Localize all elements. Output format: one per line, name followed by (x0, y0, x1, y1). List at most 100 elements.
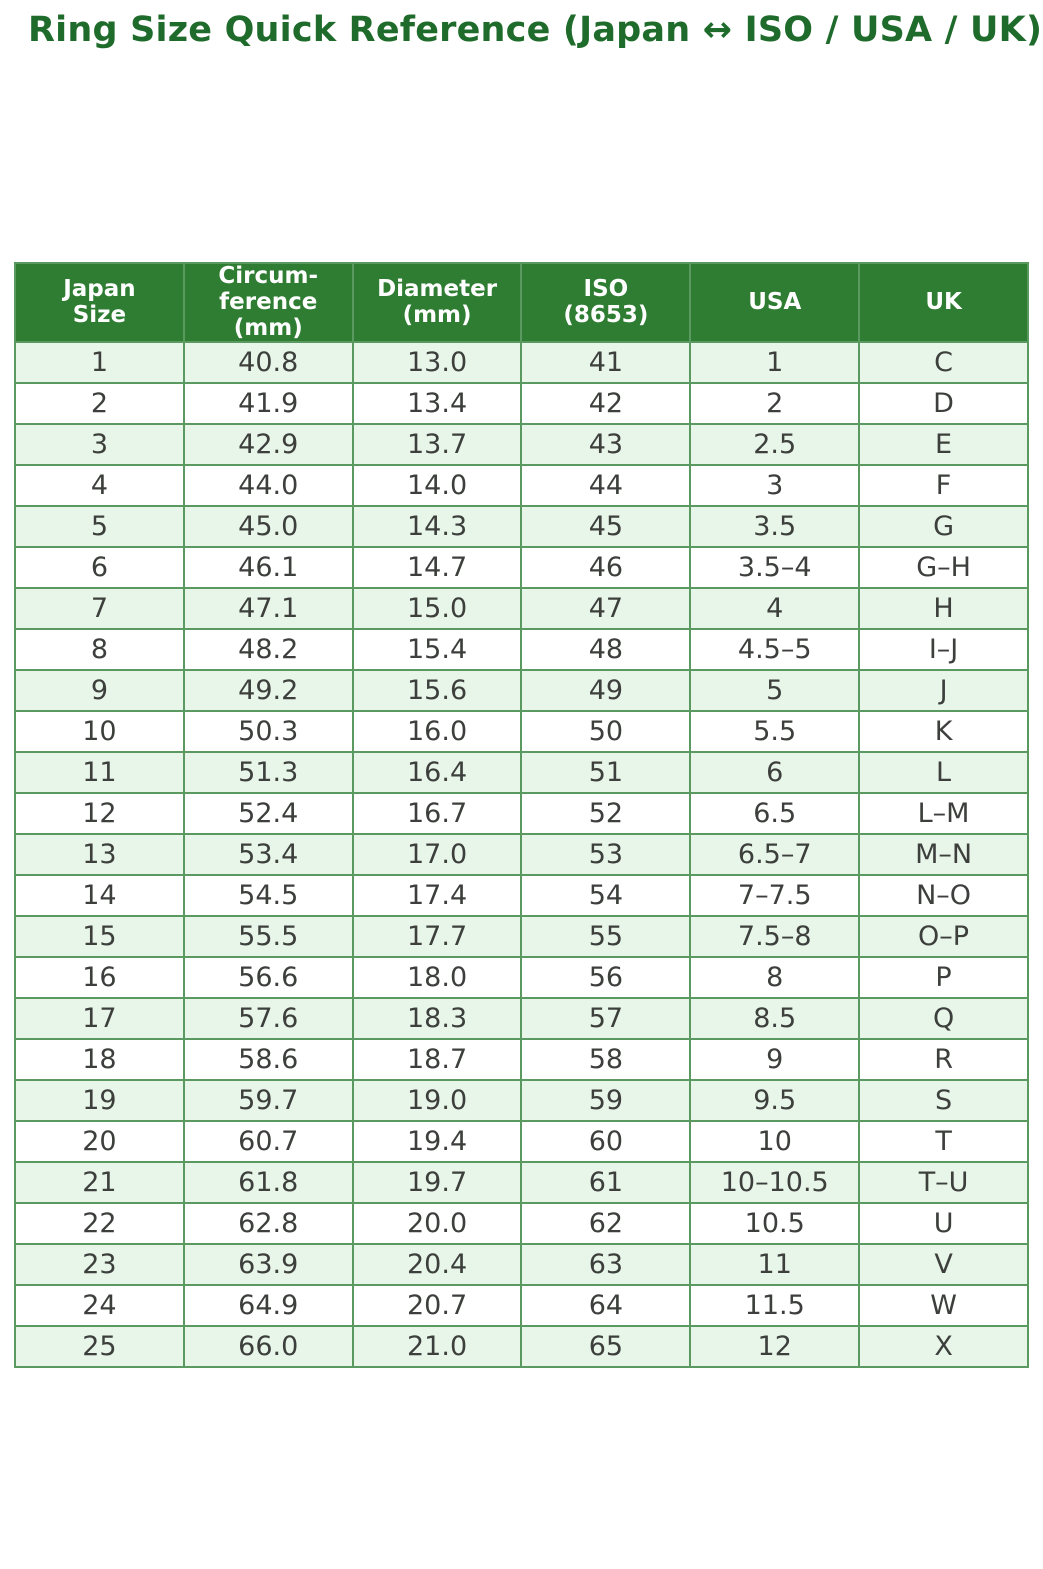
table-row: 16 56.6 18.0 56 8 P (14, 956, 1029, 1000)
cell: 58 (520, 1038, 692, 1082)
cell: 11 (14, 751, 185, 795)
cell: G–H (858, 546, 1029, 590)
cell: 46.1 (182, 546, 354, 590)
cell: 3.5 (689, 505, 861, 549)
cell: 40.8 (182, 341, 354, 385)
cell: 8 (689, 956, 861, 1000)
cell: 63.9 (182, 1243, 354, 1287)
column-header-2: Diameter (mm) (351, 261, 523, 344)
cell: C (858, 341, 1029, 385)
cell: 63 (520, 1243, 692, 1287)
cell: 14.3 (351, 505, 523, 549)
cell: T–U (858, 1161, 1029, 1205)
cell: 16.4 (351, 751, 523, 795)
table-row: 14 54.5 17.4 54 7–7.5 N–O (14, 874, 1029, 918)
cell: T (858, 1120, 1029, 1164)
table-row: 7 47.1 15.0 47 4 H (14, 587, 1029, 631)
cell: 2 (14, 382, 185, 426)
cell: 23 (14, 1243, 185, 1287)
cell: 6 (689, 751, 861, 795)
cell: 49 (520, 669, 692, 713)
cell: 54.5 (182, 874, 354, 918)
cell: 6.5–7 (689, 833, 861, 877)
cell: 44.0 (182, 464, 354, 508)
cell: O–P (858, 915, 1029, 959)
cell: E (858, 423, 1029, 467)
page-title: Ring Size Quick Reference (Japan ↔ ISO /… (28, 10, 1043, 50)
cell: 5 (14, 505, 185, 549)
cell: X (858, 1325, 1029, 1369)
table-row: 18 58.6 18.7 58 9 R (14, 1038, 1029, 1082)
cell: 21 (14, 1161, 185, 1205)
cell: L (858, 751, 1029, 795)
table-row: 12 52.4 16.7 52 6.5 L–M (14, 792, 1029, 836)
table-row: 3 42.9 13.7 43 2.5 E (14, 423, 1029, 467)
cell: 7 (14, 587, 185, 631)
cell: 6.5 (689, 792, 861, 836)
cell: 15.6 (351, 669, 523, 713)
cell: 2 (689, 382, 861, 426)
cell: 10.5 (689, 1202, 861, 1246)
cell: 43 (520, 423, 692, 467)
column-header-3: ISO (8653) (520, 261, 692, 344)
cell: 11 (689, 1243, 861, 1287)
cell: 14.7 (351, 546, 523, 590)
cell: 4 (689, 587, 861, 631)
cell: W (858, 1284, 1029, 1328)
cell: 19.4 (351, 1120, 523, 1164)
cell: 64.9 (182, 1284, 354, 1328)
column-header-0: Japan Size (14, 261, 185, 344)
cell: 53 (520, 833, 692, 877)
cell: 19.7 (351, 1161, 523, 1205)
cell: 47.1 (182, 587, 354, 631)
cell: 6 (14, 546, 185, 590)
cell: 62 (520, 1202, 692, 1246)
cell: 1 (14, 341, 185, 385)
cell: 51 (520, 751, 692, 795)
cell: 17 (14, 997, 185, 1041)
cell: 13.4 (351, 382, 523, 426)
cell: 54 (520, 874, 692, 918)
cell: 55.5 (182, 915, 354, 959)
cell: V (858, 1243, 1029, 1287)
cell: 2.5 (689, 423, 861, 467)
cell: 8.5 (689, 997, 861, 1041)
table-row: 20 60.7 19.4 60 10 T (14, 1120, 1029, 1164)
cell: 16.0 (351, 710, 523, 754)
cell: 45 (520, 505, 692, 549)
cell: 11.5 (689, 1284, 861, 1328)
cell: 9.5 (689, 1079, 861, 1123)
cell: 3 (14, 423, 185, 467)
cell: 17.4 (351, 874, 523, 918)
cell: 50.3 (182, 710, 354, 754)
table-row: 11 51.3 16.4 51 6 L (14, 751, 1029, 795)
cell: 10 (689, 1120, 861, 1164)
cell: 21.0 (351, 1325, 523, 1369)
cell: 15.0 (351, 587, 523, 631)
table-row: 8 48.2 15.4 48 4.5–5 I–J (14, 628, 1029, 672)
cell: 20.0 (351, 1202, 523, 1246)
cell: J (858, 669, 1029, 713)
table-row: 4 44.0 14.0 44 3 F (14, 464, 1029, 508)
cell: 3 (689, 464, 861, 508)
cell: 51.3 (182, 751, 354, 795)
cell: 60.7 (182, 1120, 354, 1164)
table-row: 5 45.0 14.3 45 3.5 G (14, 505, 1029, 549)
cell: 44 (520, 464, 692, 508)
cell: 18.0 (351, 956, 523, 1000)
cell: K (858, 710, 1029, 754)
cell: Q (858, 997, 1029, 1041)
table-row: 25 66.0 21.0 65 12 X (14, 1325, 1029, 1369)
cell: U (858, 1202, 1029, 1246)
ring-size-table: Japan Size Circum- ference (mm) Diameter (… (14, 261, 1029, 1369)
cell: H (858, 587, 1029, 631)
table-row: 2 41.9 13.4 42 2 D (14, 382, 1029, 426)
cell: 18.3 (351, 997, 523, 1041)
table-head: Japan Size Circum- ference (mm) Diameter (… (14, 261, 1029, 344)
table-row: 22 62.8 20.0 62 10.5 U (14, 1202, 1029, 1246)
cell: 17.0 (351, 833, 523, 877)
cell: 10 (14, 710, 185, 754)
cell: 22 (14, 1202, 185, 1246)
table-row: 6 46.1 14.7 46 3.5–4 G–H (14, 546, 1029, 590)
table-row: 24 64.9 20.7 64 11.5 W (14, 1284, 1029, 1328)
